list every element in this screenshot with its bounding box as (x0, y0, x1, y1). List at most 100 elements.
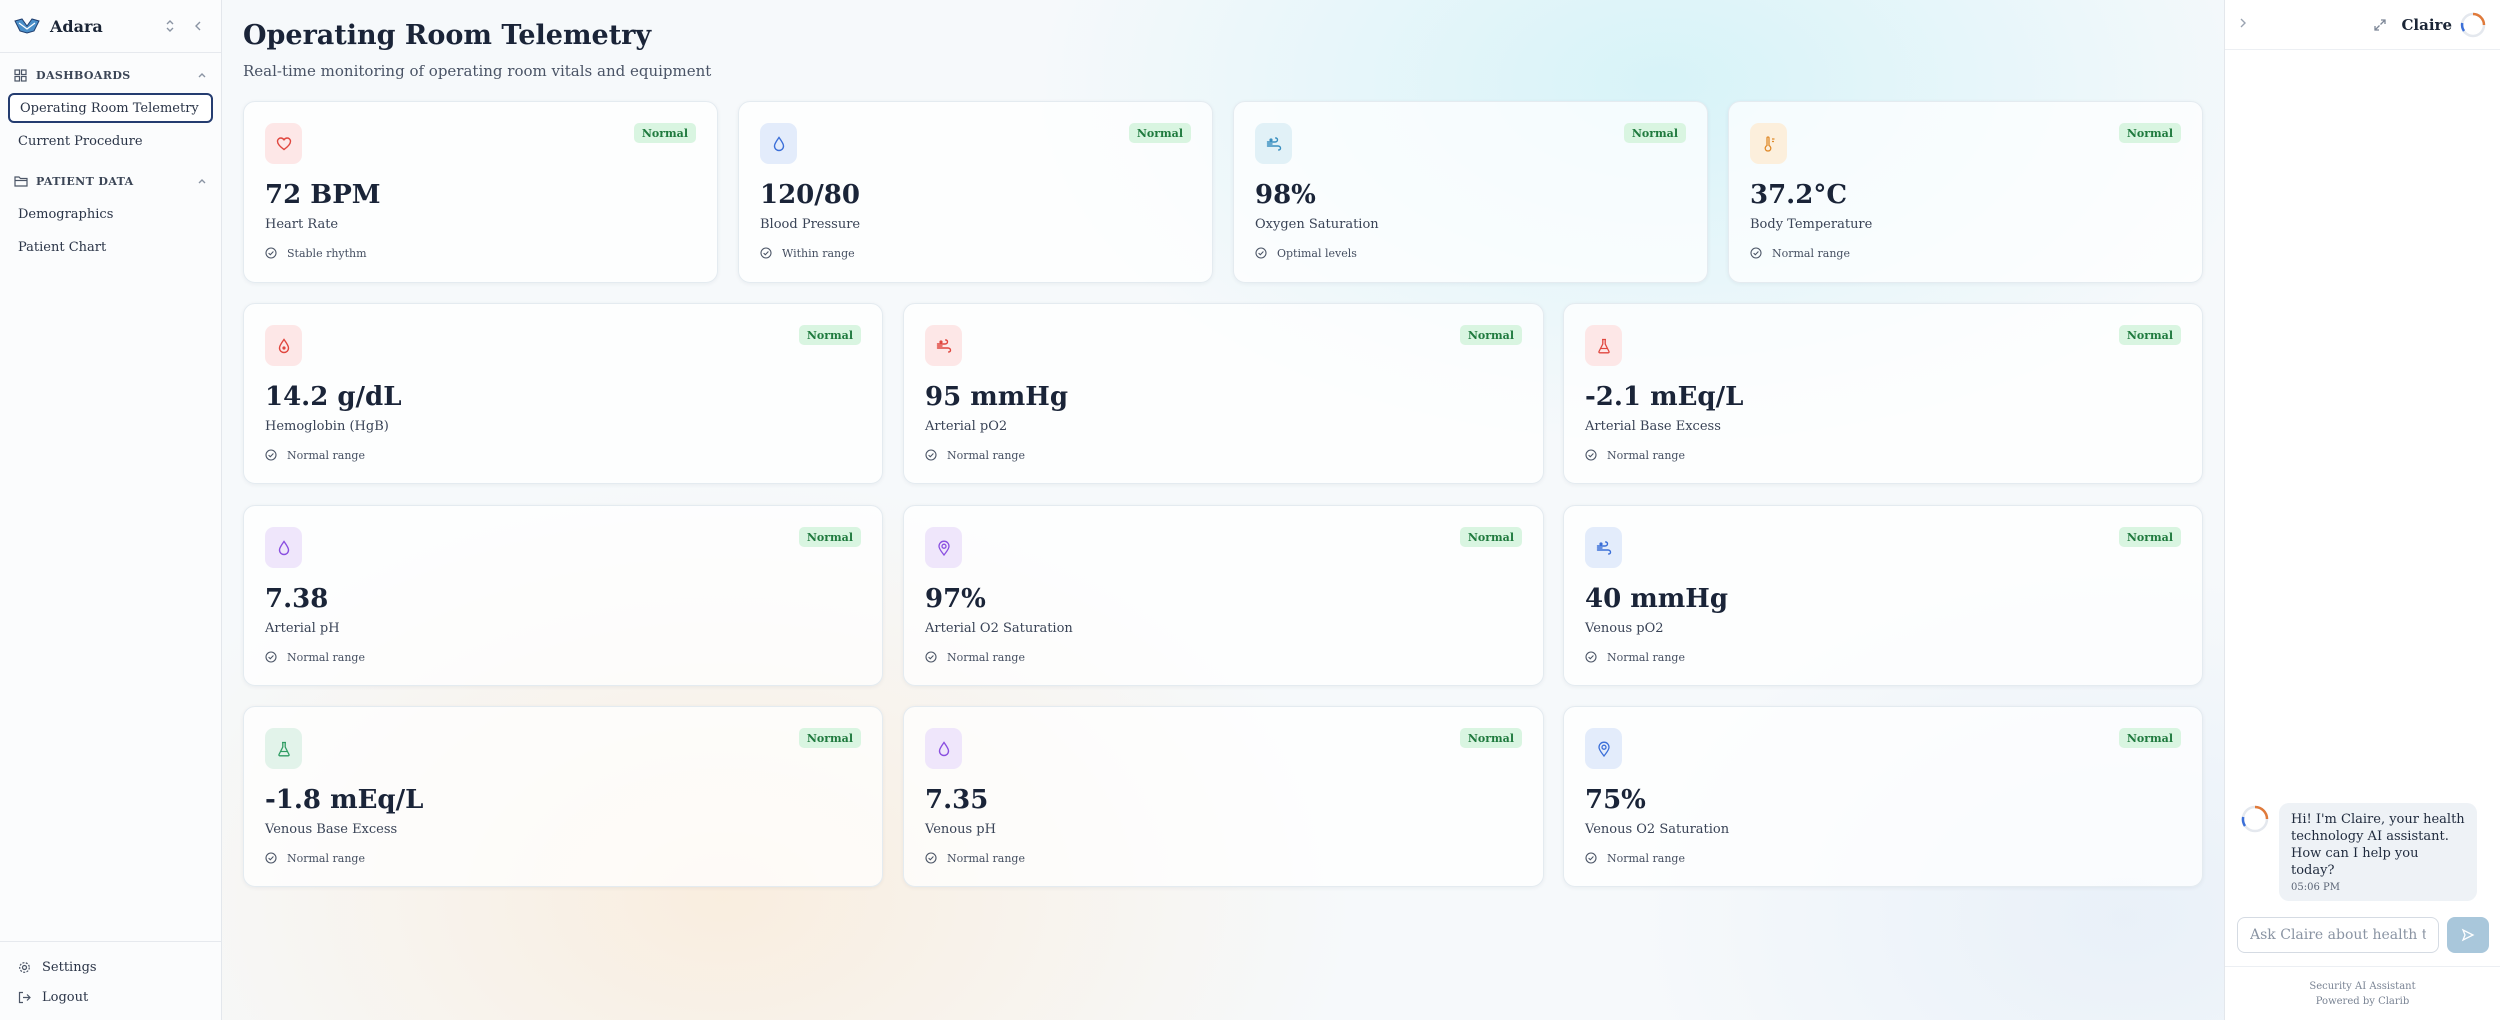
metric-note-text: Normal range (1607, 448, 1685, 462)
gear-icon (18, 960, 32, 974)
page-subtitle: Real-time monitoring of operating room v… (243, 62, 712, 80)
metric-label: Venous O2 Saturation (1585, 822, 1730, 837)
metric-label: Venous Base Excess (265, 822, 398, 837)
collapse-sidebar-icon[interactable] (189, 17, 207, 35)
metric-card[interactable]: Normal 120/80 Blood Pressure Within range (738, 101, 1213, 283)
metric-card[interactable]: Normal 7.35 Venous pH Normal range (903, 706, 1544, 887)
metric-card[interactable]: Normal -2.1 mEq/L Arterial Base Excess Norm… (1563, 303, 2203, 484)
metric-card[interactable]: Normal 37.2°C Body Temperature Normal range (1728, 101, 2203, 283)
divider (0, 52, 221, 53)
metric-note-text: Normal range (287, 851, 365, 865)
check-circle-icon (1255, 246, 1269, 260)
metric-note: Normal range (925, 448, 1025, 462)
metric-label: Venous pH (925, 822, 996, 837)
switcher-icon[interactable] (161, 17, 179, 35)
status-badge: Normal (2118, 527, 2181, 547)
metric-note: Normal range (265, 851, 365, 865)
status-badge: Normal (798, 728, 861, 748)
chevron-right-icon[interactable] (2239, 17, 2253, 33)
check-circle-icon (1585, 650, 1599, 664)
metric-note: Normal range (1585, 650, 1685, 664)
patient-data-section-header[interactable]: PATIENT DATA (8, 171, 213, 191)
chat-input[interactable] (2237, 917, 2439, 953)
metric-value: 7.38 (265, 584, 329, 614)
metric-note: Optimal levels (1255, 246, 1357, 260)
status-badge: Normal (1128, 123, 1191, 143)
chevron-up-icon[interactable] (197, 175, 207, 188)
chat-input-row (2237, 917, 2489, 953)
metric-card[interactable]: Normal 40 mmHg Venous pO2 Normal range (1563, 505, 2203, 686)
pin-icon (1585, 728, 1622, 769)
droplet-icon (760, 123, 797, 164)
sidebar-item-operating-room-telemetry[interactable]: Operating Room Telemetry (8, 93, 213, 123)
wind-icon (1585, 527, 1622, 568)
sidebar-item-label: Current Procedure (18, 133, 143, 149)
thermometer-icon (1750, 123, 1787, 164)
metric-note: Normal range (1750, 246, 1850, 260)
message-text: Hi! I'm Claire, your health technology A… (2291, 812, 2465, 878)
check-circle-icon (265, 851, 279, 865)
check-circle-icon (1585, 448, 1599, 462)
metric-label: Arterial O2 Saturation (925, 621, 1073, 636)
sidebar-item-current-procedure[interactable]: Current Procedure (8, 126, 213, 156)
folder-icon (14, 174, 28, 188)
metric-card[interactable]: Normal 72 BPM Heart Rate Stable rhythm (243, 101, 718, 283)
metric-card[interactable]: Normal 95 mmHg Arterial pO2 Normal range (903, 303, 1544, 484)
send-icon (2461, 928, 2475, 942)
section-title: PATIENT DATA (36, 174, 134, 188)
sidebar-item-demographics[interactable]: Demographics (8, 199, 213, 229)
wind-icon (925, 325, 962, 366)
status-badge: Normal (633, 123, 696, 143)
assistant-name: Claire (2401, 15, 2452, 34)
metric-value: 7.35 (925, 785, 989, 815)
sidebar-footer: Settings Logout (0, 941, 221, 1020)
assistant-avatar (2241, 805, 2269, 833)
check-circle-icon (265, 246, 279, 260)
metric-label: Body Temperature (1750, 217, 1873, 232)
metric-label: Heart Rate (265, 217, 339, 232)
metric-value: 72 BPM (265, 180, 381, 210)
droplet-icon (925, 728, 962, 769)
metric-note: Stable rhythm (265, 246, 367, 260)
blood-drop-icon (265, 325, 302, 366)
metric-note-text: Normal range (1607, 851, 1685, 865)
metric-value: -1.8 mEq/L (265, 785, 424, 815)
check-circle-icon (265, 448, 279, 462)
metric-card[interactable]: Normal 98% Oxygen Saturation Optimal levels (1233, 101, 1708, 283)
status-badge: Normal (1459, 527, 1522, 547)
metric-note: Normal range (925, 851, 1025, 865)
metric-note-text: Normal range (287, 448, 365, 462)
settings-button[interactable]: Settings (8, 952, 213, 982)
metric-label: Blood Pressure (760, 217, 861, 232)
metric-label: Venous pO2 (1585, 621, 1664, 636)
droplet-icon (265, 527, 302, 568)
metric-note: Normal range (265, 448, 365, 462)
sidebar-item-label: Patient Chart (18, 239, 107, 255)
dashboards-section-header[interactable]: DASHBOARDS (8, 65, 213, 85)
send-button[interactable] (2447, 917, 2489, 953)
expand-icon[interactable] (2373, 18, 2389, 32)
metric-card[interactable]: Normal 14.2 g/dL Hemoglobin (HgB) Normal ra… (243, 303, 883, 484)
check-circle-icon (1750, 246, 1764, 260)
metric-label: Arterial Base Excess (1585, 419, 1721, 434)
status-badge: Normal (798, 527, 861, 547)
assistant-avatar (2460, 12, 2486, 38)
page-title: Operating Room Telemetry (243, 20, 652, 51)
metric-value: 40 mmHg (1585, 584, 1728, 614)
check-circle-icon (925, 650, 939, 664)
metric-card[interactable]: Normal -1.8 mEq/L Venous Base Excess Normal… (243, 706, 883, 887)
status-badge: Normal (1459, 325, 1522, 345)
logout-button[interactable]: Logout (8, 982, 213, 1012)
metric-card[interactable]: Normal 7.38 Arterial pH Normal range (243, 505, 883, 686)
status-badge: Normal (1459, 728, 1522, 748)
sidebar-item-patient-chart[interactable]: Patient Chart (8, 232, 213, 262)
chevron-up-icon[interactable] (197, 69, 207, 82)
metric-note-text: Normal range (287, 650, 365, 664)
section-title: DASHBOARDS (36, 68, 131, 82)
footer-line: Security AI Assistant (2309, 981, 2416, 992)
metric-card[interactable]: Normal 75% Venous O2 Saturation Normal rang… (1563, 706, 2203, 887)
metric-card[interactable]: Normal 97% Arterial O2 Saturation Normal ra… (903, 505, 1544, 686)
status-badge: Normal (798, 325, 861, 345)
metric-label: Hemoglobin (HgB) (265, 419, 389, 434)
logout-label: Logout (42, 989, 89, 1005)
